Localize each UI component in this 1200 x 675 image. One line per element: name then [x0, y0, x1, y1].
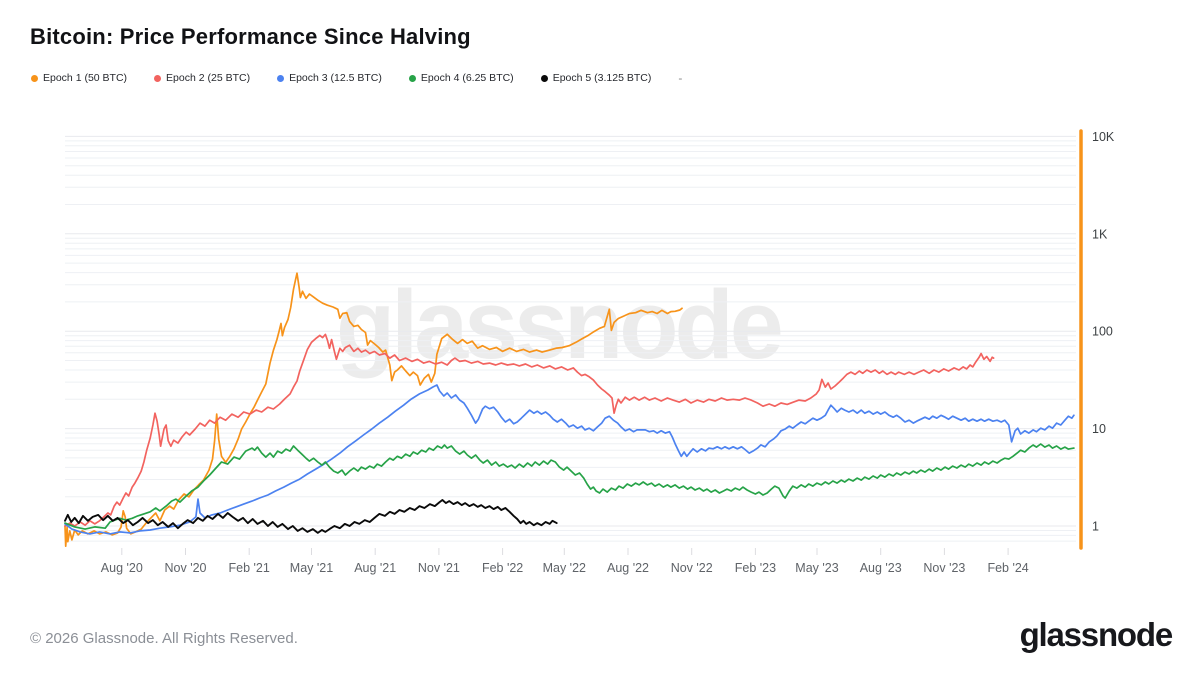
legend-item-label: Epoch 1 (50 BTC): [43, 72, 128, 84]
legend-dot-icon: [277, 74, 285, 82]
x-axis-tick-label: Aug '22: [607, 561, 649, 575]
copyright-text: © 2026 Glassnode. All Rights Reserved.: [30, 630, 298, 647]
legend: Epoch 1 (50 BTC) Epoch 2 (25 BTC) Epoch 3 …: [31, 71, 682, 85]
legend-dot-icon: [540, 74, 548, 82]
legend-dot-icon: [154, 74, 162, 82]
x-axis-tick-label: Feb '24: [987, 561, 1028, 575]
x-axis-tick-label: Feb '22: [482, 561, 523, 575]
y-axis-tick-label: 1: [1092, 520, 1099, 534]
x-axis-tick-label: Nov '22: [671, 561, 713, 575]
y-axis-tick-label: 100: [1092, 325, 1113, 339]
legend-item-epoch-1[interactable]: Epoch 1 (50 BTC): [31, 72, 127, 84]
x-axis-tick-label: May '23: [795, 561, 838, 575]
page-title: Bitcoin: Price Performance Since Halving: [30, 24, 471, 49]
x-axis-tick-label: Aug '21: [354, 561, 396, 575]
x-axis-tick-label: Nov '23: [923, 561, 965, 575]
x-axis-tick-label: May '21: [290, 561, 333, 575]
x-axis-tick-label: May '22: [543, 561, 586, 575]
legend-dot-icon: [31, 74, 38, 82]
series-line-epoch-2: [64, 333, 995, 527]
glassnode-watermark: glassnode: [336, 270, 784, 379]
legend-item-label: Epoch 2 (25 BTC): [166, 72, 251, 84]
legend-item-extra[interactable]: -: [678, 71, 683, 85]
x-axis-tick-label: Aug '20: [101, 561, 143, 575]
legend-item-label: Epoch 5 (3.125 BTC): [552, 72, 652, 84]
x-axis-tick-label: Aug '23: [860, 561, 902, 575]
series-line-epoch-3: [64, 384, 1075, 535]
legend-dot-icon: [408, 74, 416, 82]
series-line-epoch-1: [64, 272, 683, 548]
y-axis-tick-label: 10K: [1092, 130, 1115, 144]
series-line-epoch-5: [64, 499, 558, 534]
legend-item-epoch-2[interactable]: Epoch 2 (25 BTC): [154, 72, 250, 84]
x-axis-tick-label: Nov '21: [418, 561, 460, 575]
x-axis-tick-label: Feb '21: [229, 561, 270, 575]
y-axis-tick-label: 10: [1092, 422, 1106, 436]
legend-item-label: Epoch 3 (12.5 BTC): [289, 72, 382, 84]
x-axis-tick-label: Nov '20: [165, 561, 207, 575]
y-axis-tick-label: 1K: [1092, 227, 1108, 241]
x-axis-tick-label: Feb '23: [735, 561, 776, 575]
legend-item-epoch-4[interactable]: Epoch 4 (6.25 BTC): [408, 72, 514, 84]
glassnode-logo: glassnode: [1019, 616, 1174, 653]
legend-item-label: Epoch 4 (6.25 BTC): [420, 72, 514, 84]
legend-item-epoch-5[interactable]: Epoch 5 (3.125 BTC): [540, 72, 652, 84]
series-line-epoch-4: [64, 443, 1075, 530]
legend-item-epoch-3[interactable]: Epoch 3 (12.5 BTC): [277, 72, 382, 84]
